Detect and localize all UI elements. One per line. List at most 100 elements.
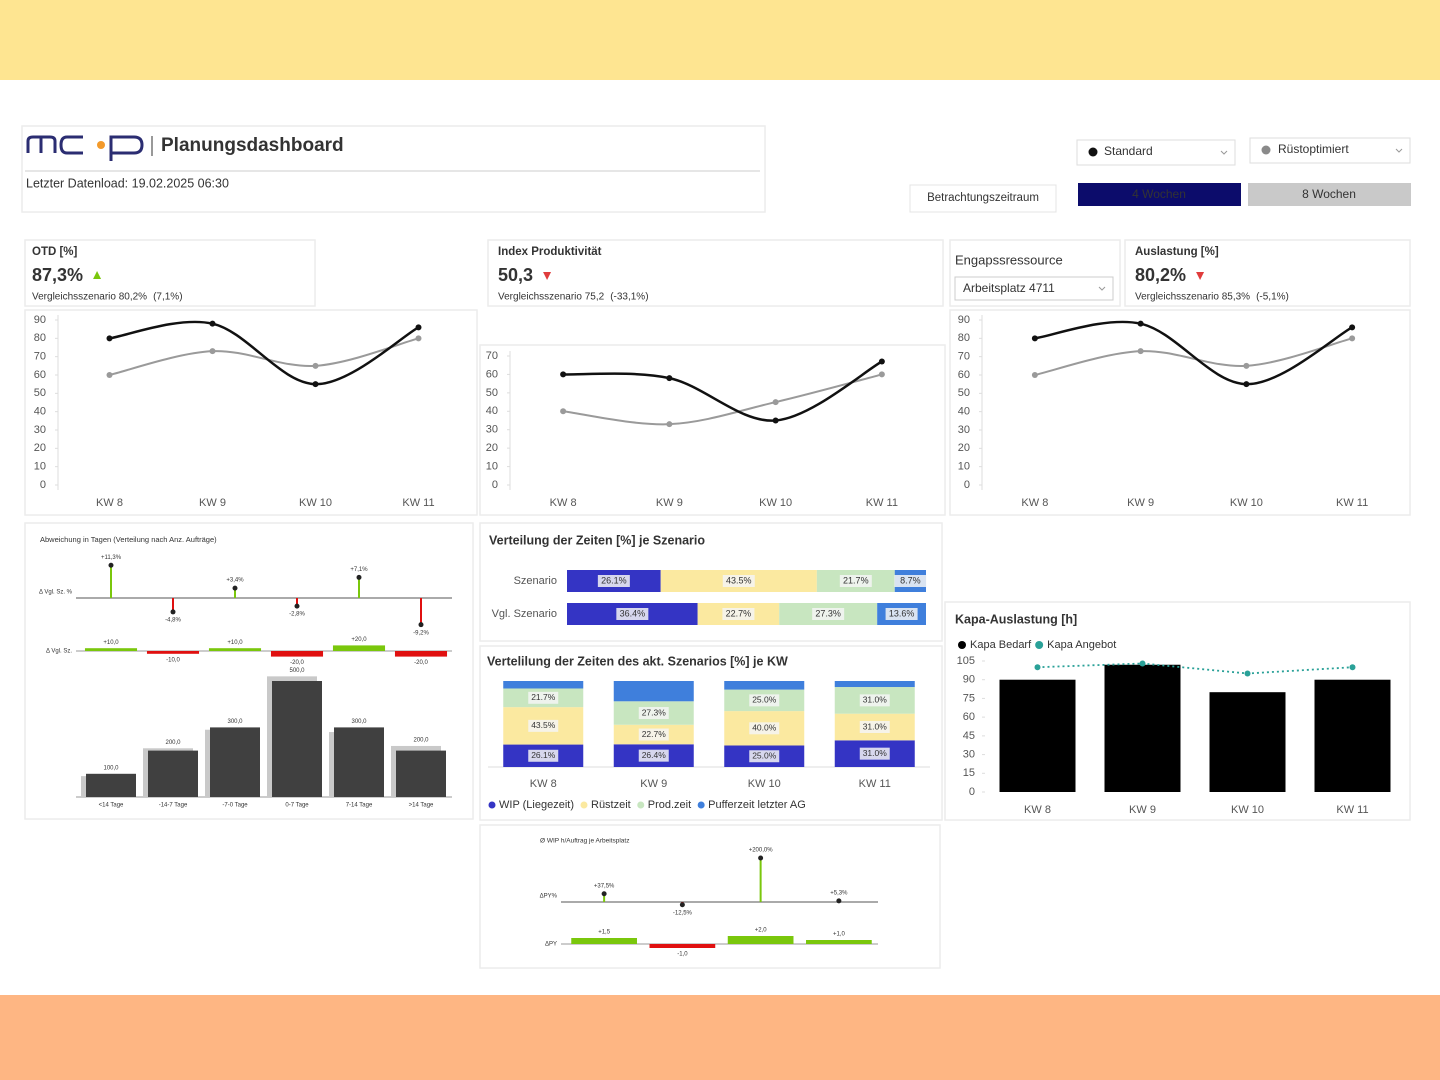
deviation-label: +3,4% <box>226 578 244 584</box>
bar-label: 26.1% <box>601 575 627 585</box>
bar-label: 13.6% <box>889 608 915 618</box>
resource-select[interactable]: Arbeitsplatz 4711 <box>954 276 1114 301</box>
data-point <box>1139 660 1146 667</box>
data-point <box>1244 670 1251 677</box>
y-tick-label: 60 <box>958 369 970 381</box>
legend-label: Prod.zeit <box>648 799 691 811</box>
legend-swatch <box>580 801 588 809</box>
deviation-label: -1,0 <box>677 952 688 958</box>
bar-label: 31.0% <box>863 721 888 731</box>
kpi-panel <box>487 239 944 307</box>
x-tick-label: KW 10 <box>1230 497 1263 509</box>
y-tick-label: 70 <box>34 351 46 363</box>
y-tick-label: 30 <box>963 748 975 760</box>
label-box <box>638 749 669 762</box>
x-tick-label: KW 8 <box>1024 804 1051 816</box>
data-point <box>560 408 567 415</box>
bar-label: 43.5% <box>531 720 556 730</box>
data-point <box>1349 335 1356 342</box>
deviation-dot <box>356 574 362 580</box>
series-line <box>1034 320 1353 386</box>
bar <box>86 773 136 797</box>
bar-label: 25.0% <box>752 695 777 705</box>
deviation-dot <box>836 898 842 904</box>
bar-label: 500,0 <box>289 668 305 674</box>
chart: Vertelilung der Zeiten des akt. Szenario… <box>487 654 930 811</box>
y-tick-label: Szenario <box>514 575 557 587</box>
dashboard-title: Planungsdashboard <box>161 135 344 156</box>
select-box[interactable] <box>954 276 1114 301</box>
logo <box>26 135 144 161</box>
bar-label: 300,0 <box>227 719 243 725</box>
chart-panel <box>479 344 946 516</box>
bar-label: 8.7% <box>900 575 921 585</box>
axis-label: ΔPY% <box>540 894 558 900</box>
legend-label: WIP (Liegezeit) <box>499 799 574 811</box>
y-tick-label: 60 <box>34 369 46 381</box>
y-tick-label: 20 <box>34 442 46 454</box>
y-tick-label: 0 <box>969 786 975 798</box>
bar-label: 25.0% <box>752 751 777 761</box>
axis-label: ΔPY <box>545 942 557 948</box>
y-tick-label: 40 <box>34 406 46 418</box>
select-box[interactable] <box>1249 137 1411 164</box>
select-box[interactable] <box>1076 139 1236 166</box>
legend-swatch <box>637 801 645 809</box>
deviation-dot <box>108 562 114 568</box>
bar <box>272 681 322 797</box>
x-tick-label: KW 9 <box>199 497 226 509</box>
x-tick-label: KW 10 <box>759 497 792 509</box>
bar-label: 21.7% <box>843 575 869 585</box>
label-box <box>812 608 845 620</box>
data-point <box>878 358 885 365</box>
deviation-label: +1,5 <box>598 930 611 936</box>
bar-label: 36.4% <box>620 608 646 618</box>
bar <box>396 750 446 797</box>
caret <box>1395 148 1403 153</box>
period-button[interactable] <box>1248 183 1411 206</box>
bar <box>148 750 198 797</box>
y-tick-label: 30 <box>486 424 498 436</box>
y-tick-label: 60 <box>486 368 498 380</box>
kpi-trend <box>93 271 102 279</box>
label-box <box>749 722 780 735</box>
y-tick-label: 90 <box>958 314 970 326</box>
x-tick-label: KW 8 <box>1021 497 1048 509</box>
kpi-delta: (-33,1%) <box>610 292 648 303</box>
bar <box>210 727 260 797</box>
data-point <box>878 371 885 378</box>
deviation-label: +5,3% <box>830 890 848 896</box>
caret <box>1098 286 1106 291</box>
kpi-title: OTD [%] <box>32 246 78 258</box>
y-tick-label: 30 <box>958 424 970 436</box>
comparison-select[interactable]: Rüstoptimiert <box>1249 137 1411 164</box>
scenario-select[interactable]: Standard <box>1076 139 1236 166</box>
y-tick-label: 105 <box>957 655 975 667</box>
chart-title: Abweichung in Tagen (Verteilung nach Anz… <box>40 535 217 544</box>
bar-label: 40.0% <box>752 723 777 733</box>
chart-title: Vertelilung der Zeiten des akt. Szenario… <box>487 654 788 668</box>
deviation-label: +7,1% <box>350 567 368 573</box>
x-tick-label: KW 8 <box>550 497 577 509</box>
kpi-panel <box>24 239 316 307</box>
deviation-bar <box>208 648 262 651</box>
y-tick-label: 45 <box>963 730 975 742</box>
select-label: Standard <box>1104 144 1153 158</box>
label-box <box>616 608 649 620</box>
data-point <box>1137 348 1144 355</box>
bar-segment <box>503 681 584 689</box>
period-button[interactable] <box>1078 183 1241 206</box>
y-tick-label: 70 <box>486 350 498 362</box>
data-point <box>560 371 567 378</box>
y-tick-label: 80 <box>958 332 970 344</box>
label-box <box>597 575 630 587</box>
y-tick-label: 20 <box>958 442 970 454</box>
caret <box>1220 150 1228 155</box>
x-tick-label: -14-7 Tage <box>159 803 188 809</box>
deviation-label: +2,0 <box>755 928 768 934</box>
deviation-dot <box>679 902 685 908</box>
kpi-trend <box>543 272 552 280</box>
legend-label: Kapa Angebot <box>1047 639 1116 651</box>
y-tick-label: 20 <box>486 442 498 454</box>
